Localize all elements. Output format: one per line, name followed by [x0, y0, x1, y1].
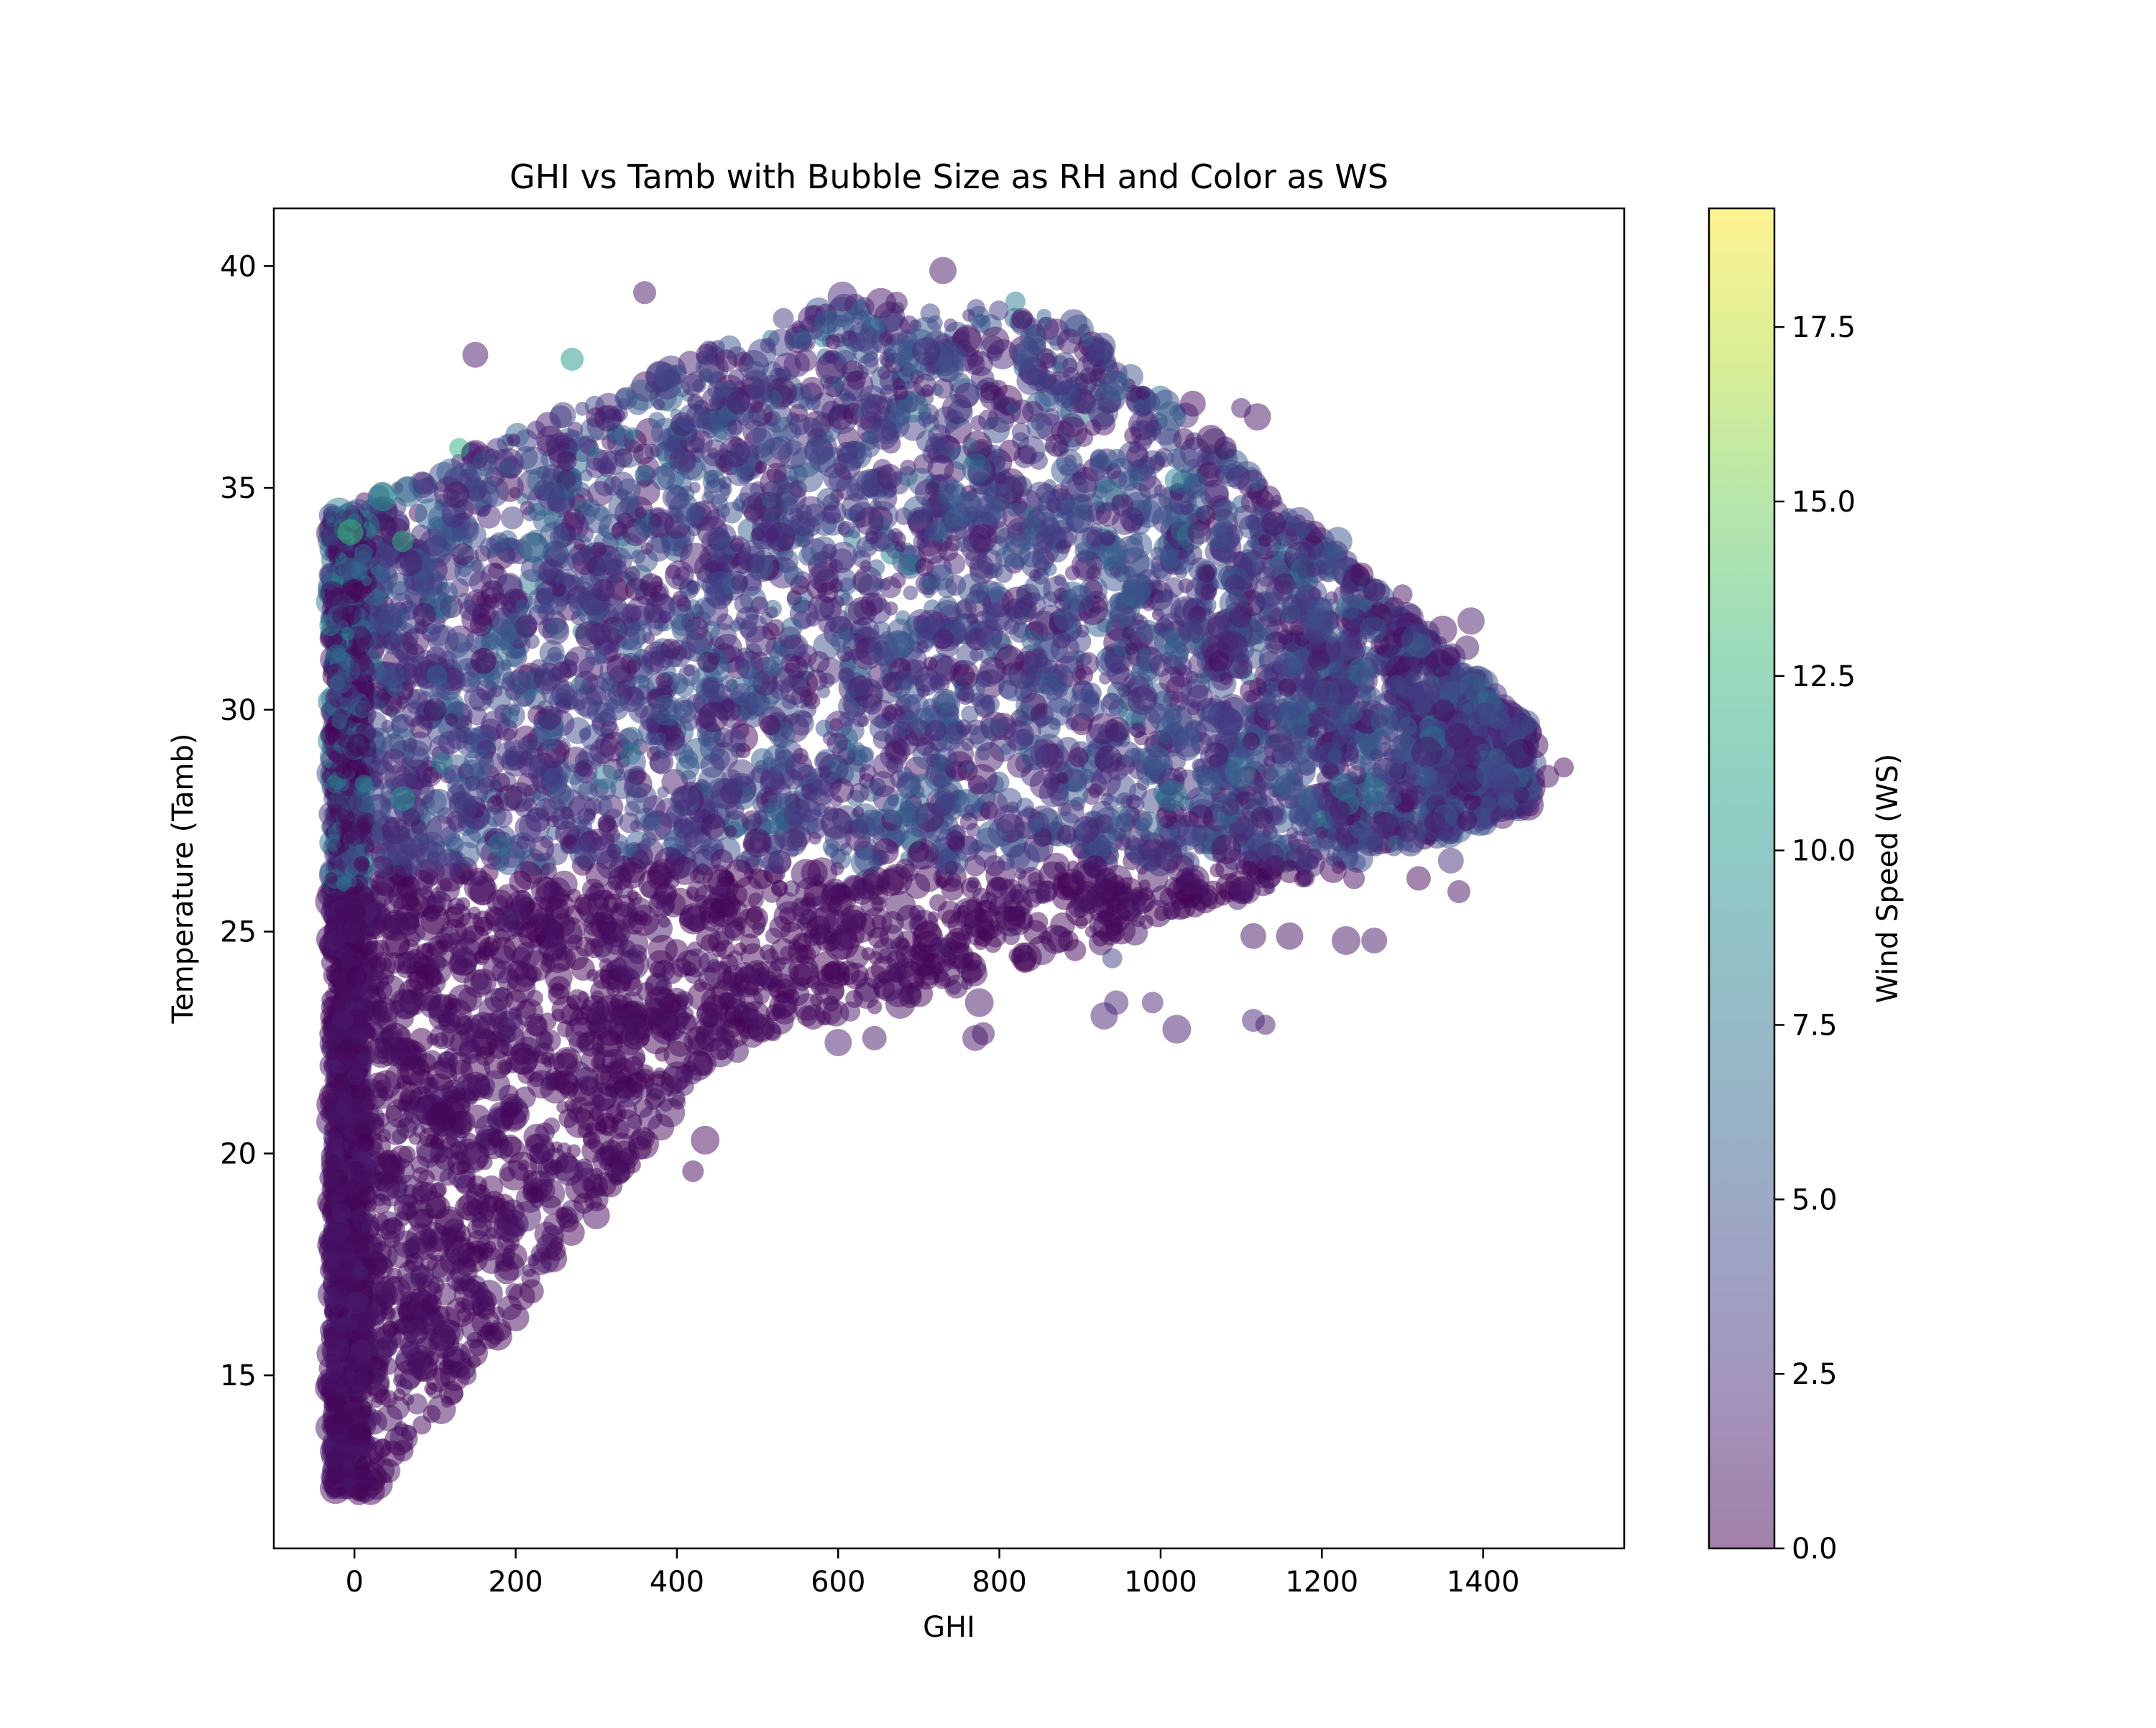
- data-point: [507, 433, 520, 447]
- data-point: [908, 905, 926, 922]
- data-point: [894, 540, 906, 553]
- chart-title: GHI vs Tamb with Bubble Size as RH and C…: [510, 157, 1388, 196]
- data-point: [762, 1021, 781, 1040]
- data-point: [431, 752, 453, 774]
- data-point: [913, 920, 942, 948]
- data-point: [633, 910, 649, 925]
- data-point: [817, 582, 839, 603]
- data-point: [944, 318, 958, 332]
- data-point: [716, 613, 734, 631]
- data-point: [433, 1032, 448, 1048]
- data-point: [657, 786, 669, 798]
- data-point: [516, 492, 529, 505]
- data-point: [630, 820, 642, 833]
- data-point: [900, 459, 916, 476]
- data-point: [457, 563, 471, 578]
- data-point: [1263, 882, 1276, 895]
- data-point: [1028, 569, 1041, 582]
- data-point: [796, 1005, 818, 1027]
- data-point: [917, 411, 934, 428]
- data-point: [872, 578, 885, 591]
- data-point: [1012, 942, 1042, 972]
- data-point: [981, 326, 1010, 355]
- data-point: [571, 956, 595, 981]
- data-point: [497, 461, 515, 478]
- data-point: [1164, 708, 1183, 726]
- data-point: [556, 1142, 572, 1158]
- data-point: [1125, 532, 1153, 559]
- data-point: [433, 940, 447, 954]
- data-point: [648, 412, 665, 429]
- data-point: [575, 402, 589, 416]
- data-point: [384, 892, 405, 914]
- data-point: [412, 472, 435, 495]
- data-point: [653, 398, 665, 411]
- data-point: [815, 719, 833, 737]
- data-point: [1123, 747, 1143, 767]
- data-point: [852, 711, 868, 728]
- data-point: [591, 990, 604, 1004]
- data-point: [1164, 905, 1179, 920]
- data-point: [735, 606, 759, 630]
- data-point: [500, 506, 524, 530]
- data-point: [1399, 817, 1411, 829]
- scatter-cloud: [315, 281, 1547, 1505]
- data-point: [1031, 417, 1045, 431]
- data-point: [635, 465, 653, 481]
